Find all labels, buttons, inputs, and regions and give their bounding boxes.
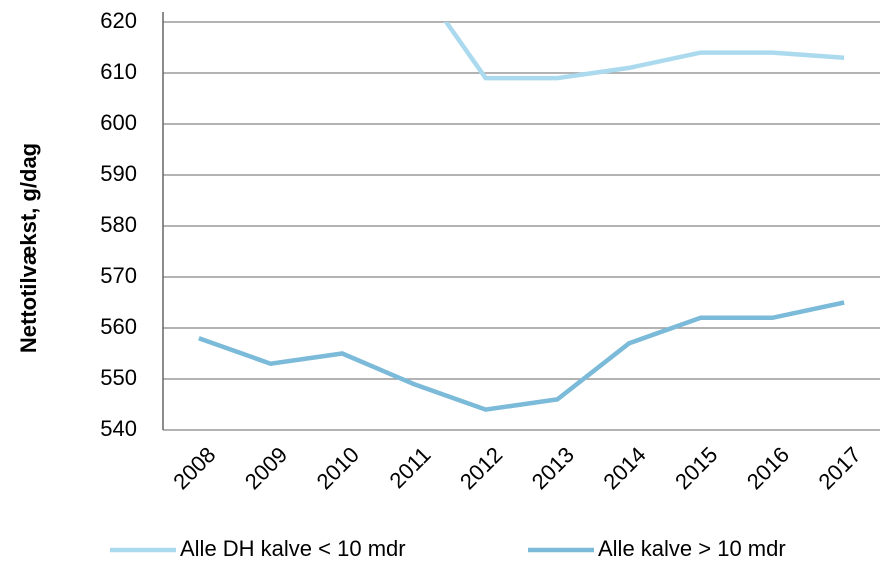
y-tick-label: 560 (100, 314, 137, 339)
y-tick-label: 580 (100, 212, 137, 237)
y-tick-label: 550 (100, 365, 137, 390)
legend-label: Alle DH kalve < 10 mdr (180, 536, 406, 561)
x-tick-label: 2017 (814, 442, 866, 494)
y-tick-label: 570 (100, 263, 137, 288)
x-tick-label: 2016 (742, 442, 794, 494)
x-tick-label: 2011 (384, 442, 435, 493)
series-line (198, 300, 845, 412)
legend-label: Alle kalve > 10 mdr (598, 536, 786, 561)
series-line (443, 22, 845, 81)
x-tick-label: 2012 (455, 442, 507, 494)
x-tick-label: 2010 (312, 442, 364, 494)
x-tick-label: 2009 (240, 442, 292, 494)
y-tick-label: 620 (100, 8, 137, 33)
x-tick-label: 2015 (670, 442, 722, 494)
y-axis-label: Nettotilvækst, g/dag (16, 143, 41, 353)
y-tick-label: 600 (100, 110, 137, 135)
x-tick-label: 2008 (168, 442, 220, 494)
y-tick-label: 610 (100, 59, 137, 84)
x-tick-label: 2014 (598, 442, 650, 494)
x-tick-label: 2013 (527, 442, 579, 494)
y-tick-label: 590 (100, 161, 137, 186)
y-tick-label: 540 (100, 416, 137, 441)
